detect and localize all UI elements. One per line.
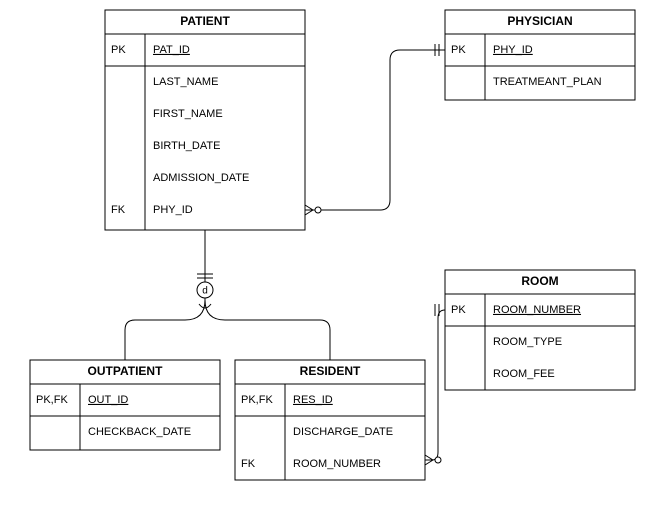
entity-patient-key-5: FK: [111, 204, 126, 216]
branch-outpatient: [125, 300, 205, 360]
entity-patient-attr-3: BIRTH_DATE: [153, 140, 220, 152]
disjoint-label: d: [202, 286, 208, 297]
rel-patient-physician: [305, 50, 445, 210]
entity-patient-attr-0: PAT_ID: [153, 44, 190, 56]
branch-resident: [205, 300, 330, 360]
entity-physician-key-0: PK: [451, 44, 466, 56]
entity-patient: PATIENT PK PAT_ID LAST_NAME FIRST_NAME BIRTH_…: [105, 10, 305, 230]
entity-patient-title: PATIENT: [180, 14, 230, 28]
entity-room-title: ROOM: [521, 274, 558, 288]
crowfoot: [305, 205, 321, 215]
rel-resident-room: [425, 310, 445, 460]
entity-outpatient: OUTPATIENT PK,FK OUT_ID CHECKBACK_DATE: [30, 360, 220, 450]
entity-resident-attr-2: ROOM_NUMBER: [293, 458, 381, 470]
entity-room: ROOM PK ROOM_NUMBER ROOM_TYPE ROOM_FEE: [445, 270, 635, 390]
entity-outpatient-attr-1: CHECKBACK_DATE: [88, 426, 191, 438]
entity-outpatient-key-0: PK,FK: [36, 394, 68, 406]
entity-physician-title: PHYSICIAN: [507, 14, 572, 28]
entity-patient-attr-4: ADMISSION_DATE: [153, 172, 249, 184]
entity-outpatient-title: OUTPATIENT: [88, 364, 164, 378]
entity-resident-key-0: PK,FK: [241, 394, 273, 406]
entity-room-attr-2: ROOM_FEE: [493, 368, 555, 380]
entity-physician-attr-0: PHY_ID: [493, 44, 533, 56]
entity-room-attr-1: ROOM_TYPE: [493, 336, 562, 348]
entity-resident-key-2: FK: [241, 458, 256, 470]
entity-resident-attr-1: DISCHARGE_DATE: [293, 426, 393, 438]
entity-resident-attr-0: RES_ID: [293, 394, 333, 406]
entity-patient-attr-2: FIRST_NAME: [153, 108, 223, 120]
entity-physician-attr-1: TREATMEANT_PLAN: [493, 76, 602, 88]
er-diagram: PATIENT PK PAT_ID LAST_NAME FIRST_NAME BIRTH_…: [0, 0, 651, 511]
entity-room-attr-0: ROOM_NUMBER: [493, 304, 581, 316]
crowfoot: [425, 455, 441, 465]
entity-patient-attr-1: LAST_NAME: [153, 76, 218, 88]
entity-patient-key-0: PK: [111, 44, 126, 56]
entity-physician: PHYSICIAN PK PHY_ID TREATMEANT_PLAN: [445, 10, 635, 100]
entity-outpatient-attr-0: OUT_ID: [88, 394, 128, 406]
entity-resident-title: RESIDENT: [300, 364, 361, 378]
entity-patient-attr-5: PHY_ID: [153, 204, 193, 216]
entity-resident: RESIDENT PK,FK RES_ID DISCHARGE_DATE FK ROOM_…: [235, 360, 425, 480]
entity-room-key-0: PK: [451, 304, 466, 316]
